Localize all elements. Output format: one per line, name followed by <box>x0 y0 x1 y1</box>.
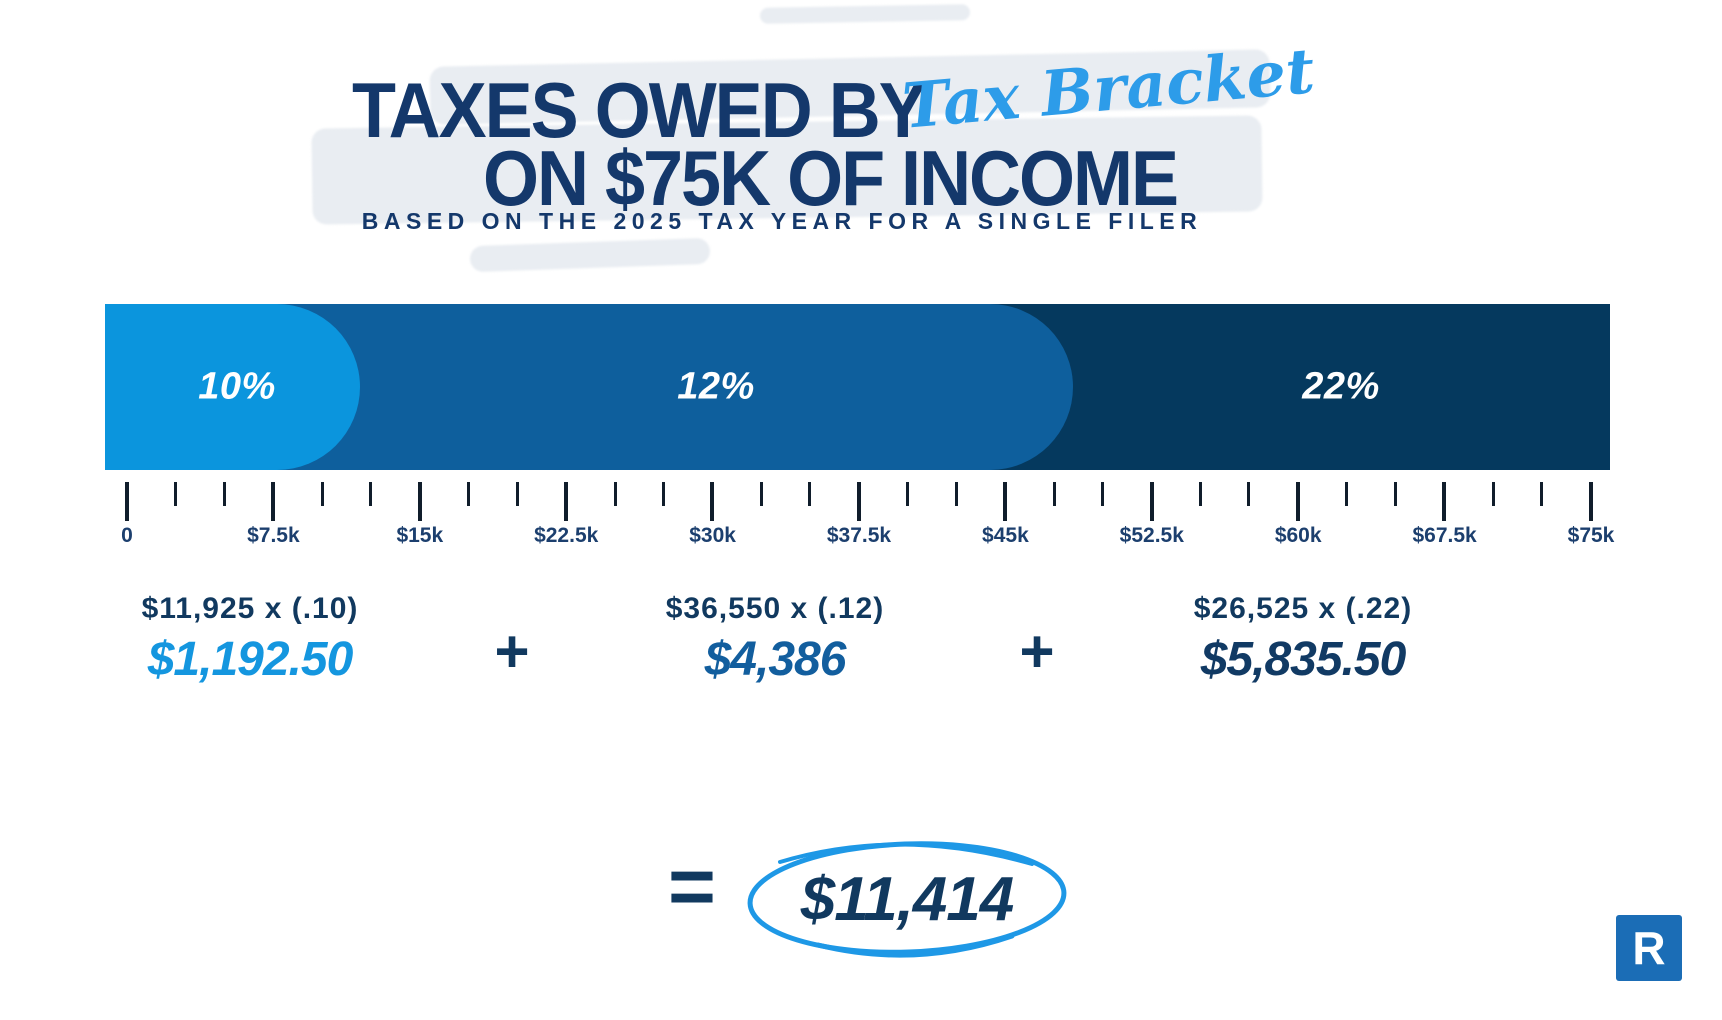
axis-tick-minor <box>1101 482 1105 506</box>
plus-operator: + <box>494 618 530 685</box>
axis-label: $37.5k <box>826 524 892 547</box>
total-value: $11,414 <box>800 864 1015 934</box>
brush-stroke <box>759 4 971 24</box>
axis-tick-major <box>417 482 422 521</box>
calc-expression: $26,525 x (.22) <box>1193 592 1413 625</box>
bracket-label-12: 12% <box>677 365 755 408</box>
axis-tick-major <box>1003 482 1008 521</box>
axis-tick-minor <box>1052 482 1056 506</box>
axis-tick-major <box>1295 482 1300 521</box>
axis-tick-minor <box>1491 482 1495 506</box>
calc-expression: $36,550 x (.12) <box>665 592 885 625</box>
brush-stroke <box>469 237 711 273</box>
axis-label: $22.5k <box>534 524 599 547</box>
axis-tick-minor <box>1345 482 1349 506</box>
axis-label: 0 <box>121 524 133 547</box>
title-line2: ON $75K OF INCOME <box>482 135 1179 223</box>
axis-label: $67.5k <box>1412 524 1477 547</box>
axis-labels: 0 $7.5k $15k $22.5k $30k $37.5k $45k $52.5k $60k… <box>121 524 1614 550</box>
axis-tick-minor <box>1247 482 1251 506</box>
axis-tick-minor <box>1198 482 1202 506</box>
axis-tick-minor <box>613 482 617 506</box>
axis-label: $7.5k <box>247 524 300 547</box>
calc-expression: $11,925 x (.10) <box>141 592 359 625</box>
axis-tick-minor <box>320 482 324 506</box>
calc-result: $5,835.50 <box>1200 633 1407 686</box>
ramsey-logo: R <box>1616 915 1682 981</box>
plus-operator: + <box>1019 618 1055 685</box>
axis-tick-minor <box>222 482 226 506</box>
axis-label: $30k <box>689 524 736 547</box>
axis-tick-minor <box>467 482 471 506</box>
axis-tick-minor <box>1540 482 1544 506</box>
axis-tick-major <box>1442 482 1447 521</box>
circle-scribble-icon <box>747 841 1067 958</box>
axis-tick-minor <box>174 482 178 506</box>
axis-tick-major <box>1149 482 1154 521</box>
axis-ticks <box>125 482 1593 522</box>
segment-10-percent <box>105 304 360 470</box>
total-block: $11,414 <box>740 836 1074 962</box>
bracket-label-10: 10% <box>198 365 276 408</box>
axis-tick-minor <box>906 482 910 506</box>
bracket-bar: 10% 12% 22% <box>105 304 1610 470</box>
calc-result: $4,386 <box>704 633 847 686</box>
axis-label: $45k <box>982 524 1029 547</box>
axis-tick-minor <box>369 482 373 506</box>
calc-block-22: $26,525 x (.22) $5,835.50 <box>1093 592 1513 687</box>
axis-tick-major <box>125 482 129 521</box>
axis-label: $75k <box>1567 524 1615 547</box>
equals-sign: = <box>668 841 716 932</box>
logo-letter: R <box>1632 922 1666 974</box>
title-line1: TAXES OWED BY <box>352 67 927 155</box>
subtitle: BASED ON THE 2025 TAX YEAR FOR A SINGLE … <box>361 208 1203 234</box>
axis-tick-minor <box>759 482 763 506</box>
axis-tick-minor <box>954 482 958 506</box>
axis-tick-major <box>710 482 715 521</box>
axis-label: $15k <box>396 524 444 547</box>
axis-tick-major <box>564 482 569 521</box>
calc-block-12: $36,550 x (.12) $4,386 <box>565 592 985 687</box>
axis-label: $60k <box>1274 524 1322 547</box>
axis-label: $52.5k <box>1119 524 1184 547</box>
calc-block-10: $11,925 x (.10) $1,192.50 <box>40 592 460 687</box>
axis-tick-major <box>271 482 276 521</box>
axis-tick-minor <box>1393 482 1397 506</box>
axis-tick-major <box>1588 482 1593 521</box>
calc-result: $1,192.50 <box>147 633 354 686</box>
axis-tick-minor <box>808 482 812 506</box>
axis-tick-minor <box>661 482 665 506</box>
bracket-label-22: 22% <box>1302 365 1380 408</box>
axis-tick-minor <box>515 482 519 506</box>
axis-tick-major <box>856 482 861 521</box>
